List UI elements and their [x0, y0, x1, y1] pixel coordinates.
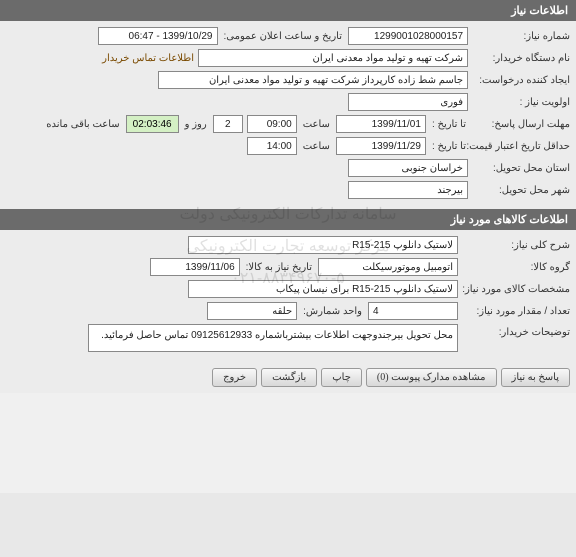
creator: جاسم شط زاده کارپرداز شرکت تهیه و تولید …	[158, 71, 468, 89]
priority-label: اولویت نیاز :	[472, 97, 572, 108]
qty-label: تعداد / مقدار مورد نیاز:	[462, 306, 572, 317]
qty: 4	[368, 302, 458, 320]
blank-area	[0, 393, 576, 493]
until-time: 09:00	[247, 115, 297, 133]
city: بیرجند	[348, 181, 468, 199]
countdown: 02:03:46	[126, 115, 179, 133]
buyer-org: شرکت تهیه و تولید مواد معدنی ایران	[198, 49, 468, 67]
days-label: روز و	[183, 119, 209, 130]
priority: فوری	[348, 93, 468, 111]
need-date-label: تاریخ نیاز به کالا:	[244, 262, 314, 273]
group: اتومبیل وموتورسیکلت	[318, 258, 458, 276]
print-button[interactable]: چاپ	[321, 368, 362, 387]
min-valid-until: تا تاریخ :	[430, 141, 468, 152]
creator-label: ایجاد کننده درخواست:	[472, 75, 572, 86]
province-label: استان محل تحویل:	[472, 163, 572, 174]
buyer-org-label: نام دستگاه خریدار:	[472, 53, 572, 64]
section2-header: اطلاعات کالاهای مورد نیاز	[0, 209, 576, 230]
spec-label: مشخصات کالای مورد نیاز:	[462, 284, 572, 295]
until-label: تا تاریخ :	[430, 119, 468, 130]
time-label-2: ساعت	[301, 141, 332, 152]
days-remaining: 2	[213, 115, 243, 133]
spec: لاستیک دانلوپ 215-R15 برای نیسان پیکاب	[188, 280, 458, 298]
remain-label: ساعت باقی مانده	[44, 119, 121, 130]
unit-label: واحد شمارش:	[301, 306, 364, 317]
province: خراسان جنوبی	[348, 159, 468, 177]
unit: حلقه	[207, 302, 297, 320]
min-valid-date: 1399/11/29	[336, 137, 426, 155]
public-datetime: 1399/10/29 - 06:47	[98, 27, 218, 45]
buyer-notes: محل تحویل بیرجندوجهت اطلاعات بیشترباشمار…	[88, 324, 458, 352]
group-label: گروه کالا:	[462, 262, 572, 273]
respond-button[interactable]: پاسخ به نیاز	[501, 368, 571, 387]
section2-body: شرح کلی نیاز: لاستیک دانلوپ 215-R15 گروه…	[0, 230, 576, 362]
section1-header: اطلاعات نیاز	[0, 0, 576, 21]
public-datetime-label: تاریخ و ساعت اعلان عمومی:	[222, 31, 345, 42]
until-date: 1399/11/01	[336, 115, 426, 133]
buyer-notes-label: توضیحات خریدار:	[462, 324, 572, 338]
need-number-label: شماره نیاز:	[472, 31, 572, 42]
back-button[interactable]: بازگشت	[261, 368, 317, 387]
button-bar: پاسخ به نیاز مشاهده مدارک پیوست (0) چاپ …	[0, 362, 576, 393]
need-date: 1399/11/06	[150, 258, 240, 276]
desc-label: شرح کلی نیاز:	[462, 240, 572, 251]
desc: لاستیک دانلوپ 215-R15	[188, 236, 458, 254]
deadline-label: مهلت ارسال پاسخ:	[472, 119, 572, 130]
exit-button[interactable]: خروج	[212, 368, 257, 387]
min-valid-time: 14:00	[247, 137, 297, 155]
city-label: شهر محل تحویل:	[472, 185, 572, 196]
time-label-1: ساعت	[301, 119, 332, 130]
need-number: 1299001028000157	[348, 27, 468, 45]
contact-buyer-link[interactable]: اطلاعات تماس خریدار	[102, 53, 194, 64]
section1-body: شماره نیاز: 1299001028000157 تاریخ و ساع…	[0, 21, 576, 209]
min-valid-label: حداقل تاریخ اعتبار قیمت:	[472, 141, 572, 152]
view-attachments-button[interactable]: مشاهده مدارک پیوست (0)	[366, 368, 497, 387]
